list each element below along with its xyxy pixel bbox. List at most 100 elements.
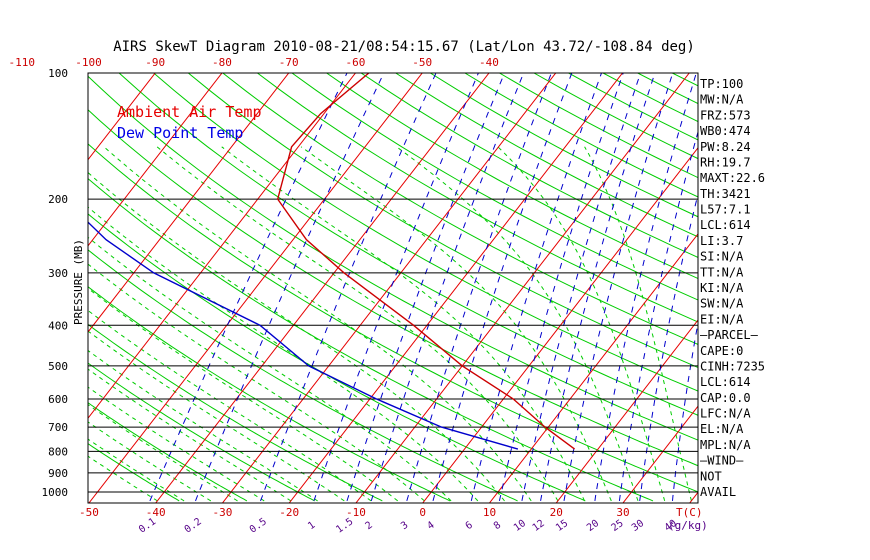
sounding-index: KI:N/A	[700, 281, 744, 295]
sounding-index: EI:N/A	[700, 312, 744, 326]
isotherm	[288, 73, 624, 503]
top-temperature-tick-label: -80	[212, 56, 232, 69]
bottom-temperature-tick-label: -30	[213, 506, 233, 519]
dry-adiabat	[88, 109, 698, 467]
sounding-index: CAP:0.0	[700, 391, 751, 405]
dry-adiabat	[429, 73, 698, 218]
sounding-index: LCL:614	[700, 375, 751, 389]
bottom-temperature-tick-label: 20	[550, 506, 563, 519]
sounding-index: EL:N/A	[700, 422, 744, 436]
mixing-ratio-line	[563, 73, 674, 501]
mixing-ratio-label: 2	[364, 520, 375, 532]
mixing-ratio-label: 25	[610, 518, 626, 534]
top-temperature-tick-label: -50	[412, 56, 432, 69]
pressure-tick-label: 100	[48, 67, 68, 80]
isotherm	[750, 63, 870, 512]
moist-adiabat	[300, 146, 612, 502]
dew-point-temp-line	[88, 221, 519, 450]
isotherm	[221, 73, 557, 503]
moist-adiabats	[88, 146, 692, 502]
mixing-ratio-line	[470, 73, 602, 502]
isotherm	[0, 63, 29, 512]
mixing-ratio-label: 15	[554, 518, 570, 534]
y-axis-label: PRESSURE (MB)	[72, 239, 85, 325]
legend-ambient-air-temp: Ambient Air Temp	[117, 103, 262, 121]
isotherm	[555, 319, 698, 503]
pressure-tick-label: 300	[48, 267, 68, 280]
top-temperature-tick-label: -100	[75, 56, 102, 69]
dry-adiabat	[88, 323, 383, 502]
ambient-air-temp-line	[276, 73, 576, 450]
bottom-temperature-tick-label: -20	[279, 506, 299, 519]
isotherm	[155, 73, 490, 503]
sounding-index: FRZ:573	[700, 108, 751, 122]
dry-adiabat	[671, 73, 698, 87]
mixing-ratio-lines	[149, 73, 698, 502]
mixing-ratio-line	[594, 73, 697, 501]
mixing-ratio-line	[540, 73, 656, 501]
top-temperature-tick-label: -40	[479, 56, 499, 69]
dry-adiabat	[88, 286, 451, 502]
pressure-tick-label: 400	[48, 319, 68, 332]
mixing-ratio-label: 3	[399, 520, 410, 532]
bottom-temperature-tick-label: -50	[79, 506, 99, 519]
dry-adiabat	[88, 213, 586, 502]
bottom-temperature-tick-label: -40	[146, 506, 166, 519]
mixing-ratio-line	[406, 73, 552, 502]
isotherms	[0, 63, 870, 512]
isotherm	[622, 405, 698, 503]
top-temperature-tick-label: -60	[346, 56, 366, 69]
mixing-ratio-line	[313, 73, 479, 502]
dry-adiabat	[498, 73, 698, 179]
sounding-index: MAXT:22.6	[700, 171, 765, 185]
legend-dew-point-temp: Dew Point Temp	[117, 124, 243, 142]
sounding-index: CAPE:0	[700, 344, 743, 358]
sounding-index: RH:19.7	[700, 155, 751, 169]
dry-adiabat	[88, 362, 315, 502]
sounding-index: LFC:N/A	[700, 407, 751, 421]
dry-adiabat	[88, 143, 698, 493]
mixing-ratio-line	[618, 130, 698, 501]
mixing-ratio-label: 0.1	[137, 516, 158, 535]
dry-adiabat	[803, 54, 870, 501]
plot-frame	[87, 72, 699, 504]
pressure-tick-label: 600	[48, 393, 68, 406]
bottom-temperature-ticks: -50 -40 -30 -20 -10 0 10 20 30	[79, 506, 630, 519]
bottom-temperature-tick-label: 30	[616, 506, 629, 519]
isotherm	[816, 63, 870, 512]
dry-adiabat	[88, 75, 698, 441]
sounding-index: TT:N/A	[700, 265, 744, 279]
isotherm	[422, 146, 698, 503]
sounding-index: MPL:N/A	[700, 438, 751, 452]
mixing-ratio-unit-label: (g/kg)	[668, 519, 708, 532]
pressure-tick-label: 800	[48, 445, 68, 458]
moist-adiabat	[88, 421, 212, 502]
dry-adiabat	[88, 249, 518, 502]
dry-adiabat	[837, 54, 870, 501]
dry-adiabat	[770, 54, 870, 501]
isotherm	[88, 73, 290, 333]
isotherm	[88, 73, 357, 419]
pressure-tick-label: 1000	[42, 486, 69, 499]
isotherm	[88, 73, 423, 503]
dry-adiabat	[325, 73, 698, 280]
mixing-ratio-label: 12	[531, 518, 547, 534]
top-temperature-ticks: -120-110-100-90-80-70-60-50-40	[8, 56, 499, 69]
sounding-index: —PARCEL—	[700, 328, 759, 342]
sounding-index: L57:7.1	[700, 203, 751, 217]
mixing-ratio-labels: 0.1 0.2 0.5 1 1.5 2 3 4 6 8 10 12 15 20 25 30 40	[137, 516, 679, 535]
mixing-ratio-label: 20	[585, 518, 601, 534]
top-temperature-tick-label: -70	[279, 56, 299, 69]
isotherm	[355, 73, 690, 503]
dry-adiabat	[152, 73, 698, 392]
isotherm	[88, 73, 223, 247]
sounding-index: PW:8.24	[700, 140, 751, 154]
sounding-index: MW:N/A	[700, 93, 744, 107]
bottom-temperature-tick-label: 0	[419, 506, 426, 519]
mixing-ratio-label: 0.2	[183, 516, 204, 535]
pressure-tick-label: 900	[48, 467, 68, 480]
mixing-ratio-line	[521, 73, 641, 502]
mixing-ratio-line	[370, 73, 525, 502]
mixing-ratio-label: 6	[464, 520, 475, 532]
